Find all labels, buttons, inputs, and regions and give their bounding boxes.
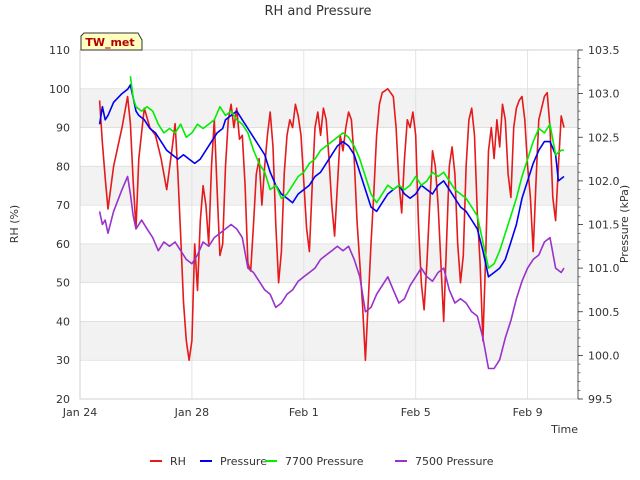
series-line-7700-pressure (129, 76, 564, 269)
background-bands (80, 50, 578, 399)
chart-title: RH and Pressure (264, 4, 371, 19)
y-tick-label-right: 102.0 (588, 175, 620, 188)
y-axis-label-right: Pressure (kPa) (618, 185, 631, 263)
x-tick-label: Feb 9 (513, 406, 543, 419)
background-band (80, 321, 578, 361)
x-tick-label: Jan 24 (62, 406, 97, 419)
y-tick-label-right: 101.0 (588, 262, 620, 275)
y-tick-label-right: 100.0 (588, 349, 620, 362)
x-tick-label: Jan 28 (174, 406, 209, 419)
y-tick-label-left: 90 (56, 122, 70, 135)
y-tick-label-left: 110 (49, 44, 70, 57)
x-axis-ticks: Jan 24 Jan 28 Feb 1 Feb 5 Feb 9 (62, 406, 543, 419)
y-tick-label-left: 60 (56, 238, 70, 251)
y-tick-label-right: 103.0 (588, 88, 620, 101)
legend-label: 7700 Pressure (285, 455, 364, 468)
y-tick-label-right: 99.5 (588, 393, 613, 406)
y-tick-label-left: 40 (56, 315, 70, 328)
background-band (80, 50, 578, 89)
legend-label: RH (170, 455, 186, 468)
background-band (80, 88, 578, 128)
legend-label: Pressure (220, 455, 267, 468)
background-band (80, 282, 578, 322)
badge-label: TW_met (85, 36, 134, 49)
y-tick-label-left: 20 (56, 393, 70, 406)
y-tick-label-right: 100.5 (588, 306, 620, 319)
legend-label: 7500 Pressure (415, 455, 494, 468)
series-line-rh (98, 88, 565, 361)
background-band (80, 166, 578, 206)
y-tick-label-right: 102.5 (588, 131, 620, 144)
y-tick-label-left: 50 (56, 277, 70, 290)
badge-box (80, 32, 143, 51)
x-tick-label: Feb 1 (289, 406, 319, 419)
background-band (80, 360, 578, 399)
y-tick-label-left: 70 (56, 199, 70, 212)
y-tick-label-right: 103.5 (588, 44, 620, 57)
station-badge: TW_met (80, 32, 143, 51)
y-tick-label-left: 80 (56, 160, 70, 173)
series-line-7500-pressure (98, 175, 565, 370)
right-axis-ticks: 99.5 100.0 100.5 101.0 101.5 102.0 102.5 103.0 1… (577, 44, 620, 406)
left-axis-ticks: 20 30 40 50 60 70 80 90 100 110 (49, 44, 70, 406)
background-band (80, 205, 578, 244)
y-axis-label-left: RH (%) (8, 205, 21, 243)
y-tick-label-right: 101.5 (588, 219, 620, 232)
series-lines (98, 76, 565, 370)
legend: RH Pressure 7700 Pressure 7500 Pressure (150, 455, 494, 468)
y-tick-label-left: 30 (56, 354, 70, 367)
series-line-pressure (98, 84, 565, 278)
x-tick-label: Feb 5 (401, 406, 431, 419)
x-axis-label: Time (550, 423, 578, 436)
y-tick-label-left: 100 (49, 83, 70, 96)
